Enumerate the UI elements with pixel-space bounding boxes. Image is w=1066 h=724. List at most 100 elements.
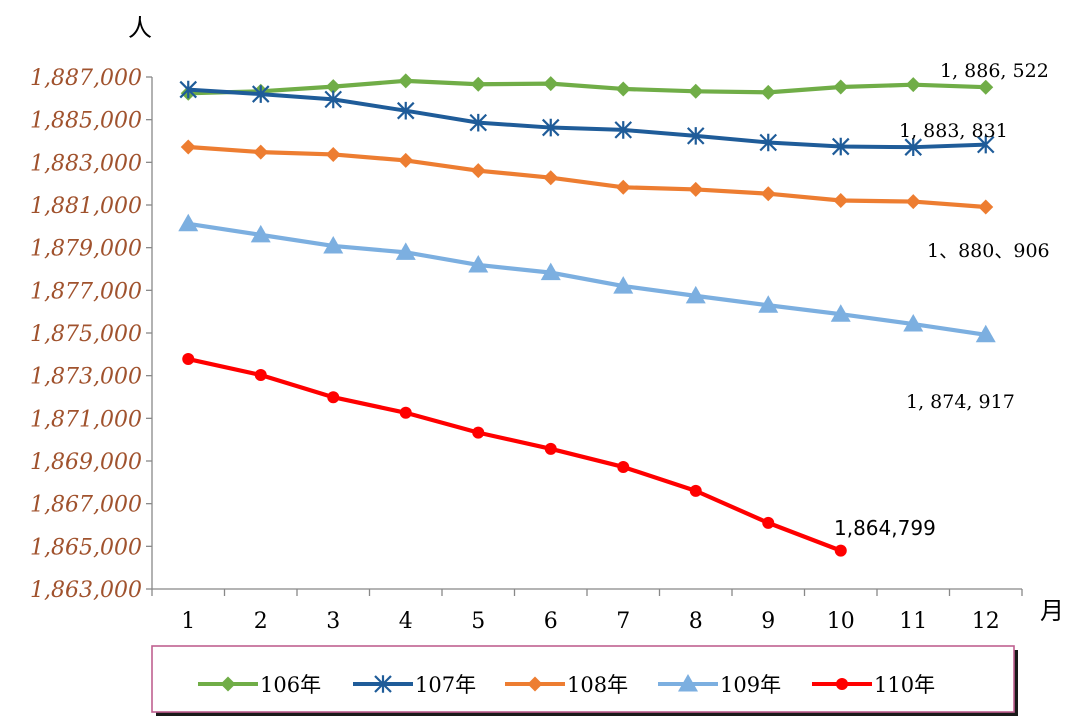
y-tick-label: 1,877,000 xyxy=(30,279,142,304)
series-107年 xyxy=(179,80,995,156)
end-value-label: 1, 874, 917 xyxy=(906,391,1015,413)
data-point xyxy=(251,85,270,103)
data-point xyxy=(254,369,267,382)
legend-box xyxy=(151,645,1015,713)
x-tick-label: 11 xyxy=(899,609,927,634)
end-value-label: 1,864,799 xyxy=(834,516,936,540)
data-point xyxy=(831,137,850,156)
series-line xyxy=(188,87,986,150)
y-tick-label: 1,869,000 xyxy=(30,450,142,475)
legend-label: 108年 xyxy=(567,673,628,697)
series-line xyxy=(188,78,986,96)
data-point xyxy=(685,285,706,304)
x-tick-label: 7 xyxy=(616,609,630,634)
legend-label: 106年 xyxy=(260,673,321,697)
x-tick-label: 12 xyxy=(972,609,1000,634)
y-tick-label: 1,873,000 xyxy=(30,365,142,390)
data-point xyxy=(395,242,416,260)
legend-label: 110年 xyxy=(874,673,935,697)
series-108年 xyxy=(180,139,994,215)
y-tick-label: 1,867,000 xyxy=(30,493,142,518)
series-110年 xyxy=(182,353,847,557)
x-tick-label: 6 xyxy=(544,609,558,634)
data-point xyxy=(325,146,341,162)
data-point xyxy=(830,304,851,322)
data-point xyxy=(470,163,486,179)
data-point xyxy=(182,353,195,366)
data-point xyxy=(762,516,775,529)
series-line xyxy=(188,144,986,210)
x-tick-label: 9 xyxy=(761,609,775,634)
data-point xyxy=(469,113,488,132)
data-point xyxy=(688,181,704,197)
data-point xyxy=(760,84,776,100)
legend-label: 109年 xyxy=(720,673,781,697)
data-point xyxy=(543,76,559,92)
legend-marker xyxy=(678,674,698,692)
data-point xyxy=(760,186,776,202)
data-point xyxy=(615,81,631,97)
x-tick-label: 10 xyxy=(827,609,855,634)
data-point xyxy=(178,213,199,232)
data-point xyxy=(253,144,269,160)
series-layer xyxy=(178,73,996,557)
y-tick-label: 1,863,000 xyxy=(30,578,142,603)
series-106年 xyxy=(180,73,994,101)
data-point xyxy=(396,101,415,120)
series-line xyxy=(187,356,842,553)
x-axis-ticks: 1 2 3 4 5 6 7 8 9 10 11 12 xyxy=(151,589,1023,634)
end-value-label: 1, 883, 831 xyxy=(899,120,1008,142)
data-point xyxy=(399,406,412,419)
x-tick-label: 4 xyxy=(399,609,413,634)
y-tick-label: 1,871,000 xyxy=(30,407,142,432)
data-point xyxy=(615,179,631,195)
data-point xyxy=(470,76,486,92)
data-point xyxy=(325,79,341,95)
legend-marker xyxy=(836,678,848,690)
legend-label: 107年 xyxy=(415,673,476,697)
data-point xyxy=(472,426,485,439)
x-tick-label: 1 xyxy=(181,609,195,634)
data-point xyxy=(180,139,196,155)
y-tick-label: 1,887,000 xyxy=(30,66,142,91)
data-point xyxy=(833,193,849,209)
x-tick-label: 3 xyxy=(326,609,340,634)
legend-marker xyxy=(374,675,392,693)
end-labels: 1, 886, 522 1, 883, 831 1、880、906 1, 874, 9… xyxy=(834,60,1050,540)
data-point xyxy=(250,224,271,243)
data-point xyxy=(976,135,995,154)
data-point xyxy=(179,80,198,99)
y-tick-label: 1,875,000 xyxy=(30,322,142,347)
legend-item: 110年 xyxy=(812,673,935,697)
end-value-label: 1, 886, 522 xyxy=(940,60,1049,82)
x-tick-label: 5 xyxy=(471,609,485,634)
data-point xyxy=(689,484,702,497)
data-point xyxy=(905,194,921,210)
y-tick-label: 1,885,000 xyxy=(30,109,142,134)
data-point xyxy=(613,276,634,294)
data-point xyxy=(544,442,557,455)
series-109年 xyxy=(178,213,996,343)
y-axis-unit-label: 人 xyxy=(128,14,152,42)
x-tick-label: 2 xyxy=(254,609,268,634)
x-tick-label: 8 xyxy=(689,609,703,634)
y-tick-label: 1,865,000 xyxy=(30,535,142,560)
data-point xyxy=(540,262,561,281)
data-point xyxy=(323,235,344,254)
data-point xyxy=(903,314,924,332)
legend-item: 107年 xyxy=(353,673,476,697)
data-point xyxy=(398,73,414,89)
data-point xyxy=(324,90,343,109)
data-point xyxy=(468,254,489,273)
y-tick-label: 1,879,000 xyxy=(30,237,142,262)
data-point xyxy=(543,170,559,186)
data-point xyxy=(975,324,996,343)
data-point xyxy=(686,127,705,145)
data-point xyxy=(904,138,923,156)
data-point xyxy=(905,77,921,93)
data-point xyxy=(758,295,779,313)
legend-item: 109年 xyxy=(658,673,781,697)
data-point xyxy=(398,152,414,168)
legend-marker xyxy=(527,676,543,692)
